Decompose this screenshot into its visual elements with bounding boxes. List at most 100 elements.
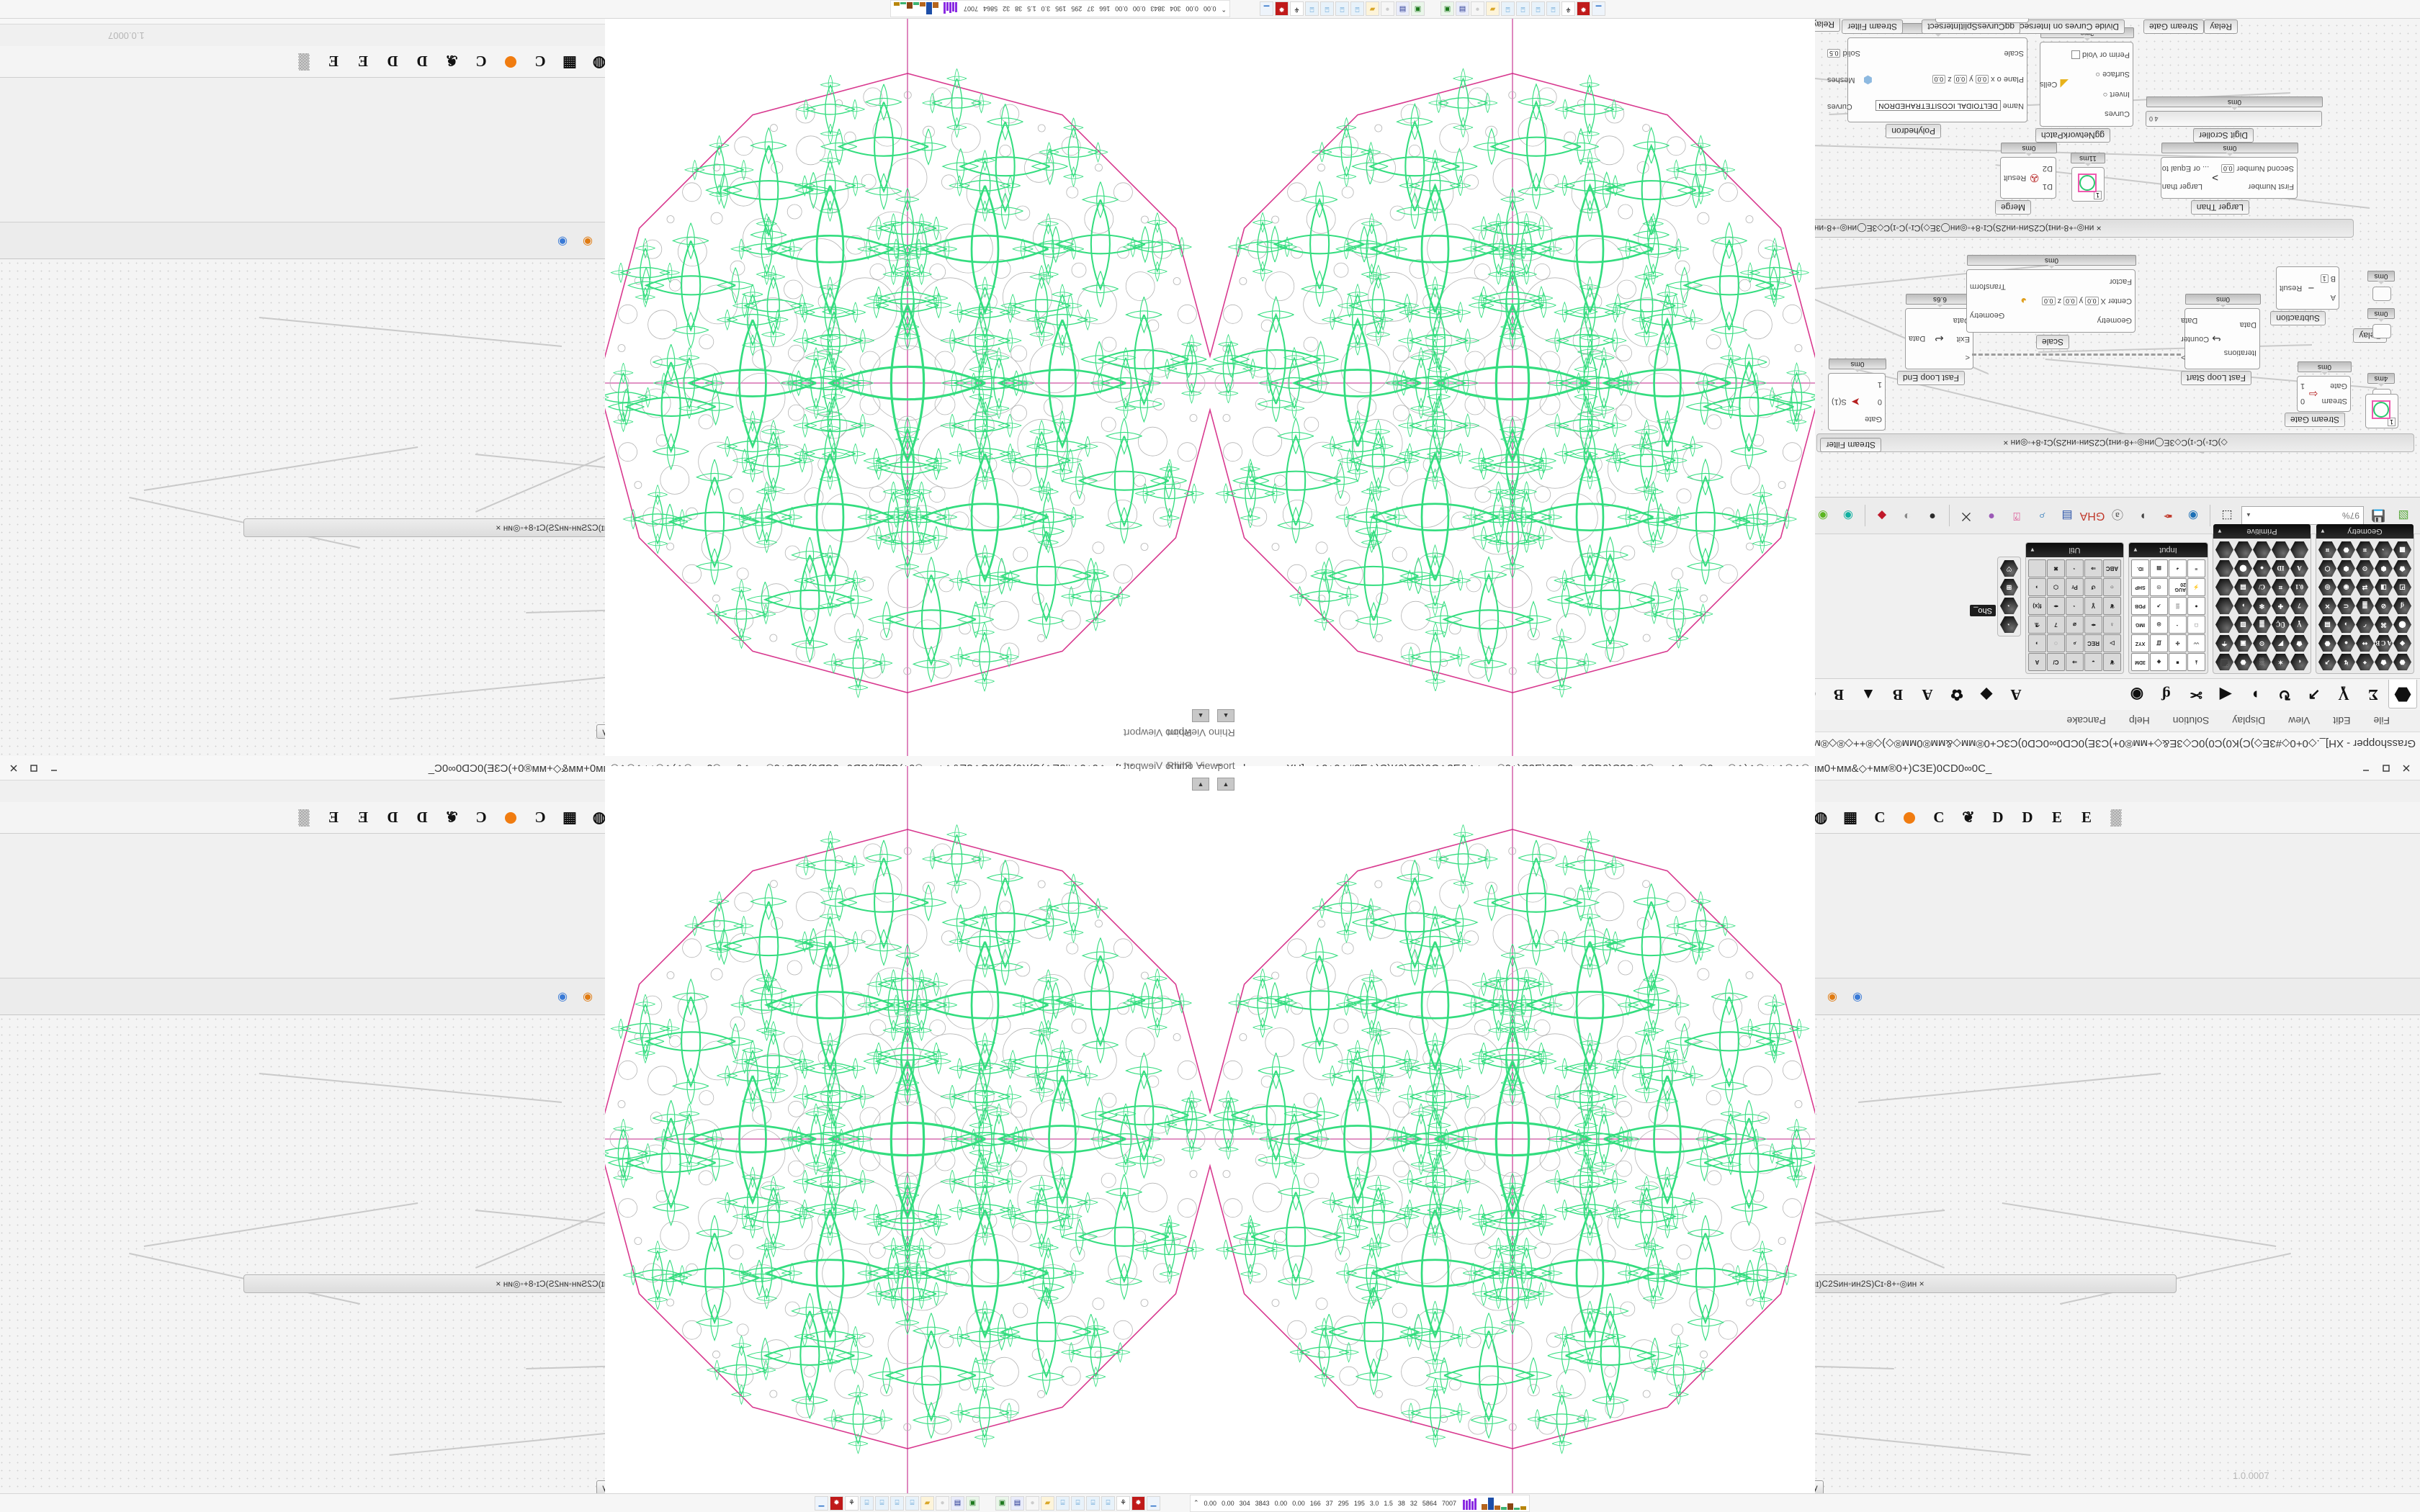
taskbar-bottom[interactable]: ▁ ✹ ⚘ ⌸ ⌸ ⌸ ⌸ ▰ ● ▤ ▣ ▣ ▤ ● ▰ ⌸ ⌸ ⌸ ⌸ ⚘ ✹ ▁ ⌃ 0.00 0.00 304 3843 0.… bbox=[0, 1493, 2420, 1512]
component-icon-3-16[interactable]: Ɣ bbox=[2084, 597, 2102, 615]
panel-geometry[interactable]: ⬣⬟⌖↯↗◆A C B↭●⬣⬤⌘◜◑▤ɠ⊘▓⊂✕◰◨⇄◉◎⬟⬢⊙⬢⬡▩◔⌗⬣⌗G… bbox=[2316, 523, 2414, 674]
component-icon-0-7[interactable]: ↭ bbox=[2356, 634, 2374, 652]
component-icon-3-0[interactable]: ❦ bbox=[2103, 653, 2121, 671]
component-icon-2-9[interactable]: ◔ bbox=[2169, 616, 2187, 634]
ribbon-tab-15[interactable]: E bbox=[358, 53, 369, 70]
ribbon-tab-12[interactable]: ❦ bbox=[1962, 809, 1975, 826]
ribbon-tab-14[interactable]: D bbox=[387, 809, 398, 826]
nickname-fast-loop-start[interactable]: Fast Loop Start bbox=[2180, 371, 2251, 385]
rhino-viewport-top-left[interactable] bbox=[605, 10, 1210, 756]
shade-red-icon[interactable]: ◆ bbox=[1877, 509, 1887, 521]
menu-pancake[interactable]: Pancake bbox=[2066, 715, 2106, 726]
input-param[interactable]: Invert ○ bbox=[2102, 89, 2130, 99]
component-icon-0-20[interactable]: ◰ bbox=[2393, 578, 2411, 596]
ribbon-tab-12[interactable]: ❦ bbox=[445, 809, 458, 826]
taskbar-folder-icon-b[interactable]: ▰ bbox=[1366, 1, 1379, 17]
component-icon-0-11[interactable]: ⌘ bbox=[2375, 616, 2393, 634]
component-icon-1-33[interactable] bbox=[2234, 541, 2252, 559]
ribbon-glyph-5[interactable]: ◗ bbox=[2250, 686, 2260, 703]
component-icon-2-16[interactable]: ⚡ bbox=[2187, 578, 2205, 596]
component-icon-3-7[interactable]: ⌕ bbox=[2066, 634, 2084, 652]
taskbar-icon-group-a[interactable]: ▁ ✹ ⚘ ⌸ ⌸ ⌸ ⌸ ▰ ● ▤ ▣ bbox=[814, 1495, 980, 1511]
component-icon-1-5[interactable]: ⬟ bbox=[2290, 634, 2308, 652]
ribbon-tab-1[interactable]: ◆ bbox=[1980, 686, 1993, 703]
minimize-icon[interactable] bbox=[2357, 761, 2375, 775]
component-icon-3-27[interactable]: ◔ bbox=[2066, 559, 2084, 577]
help-icon[interactable]: ⍰ bbox=[2013, 510, 2020, 522]
component-icon-2-20[interactable]: ≡ bbox=[2187, 559, 2205, 577]
component-icon-2-13[interactable]: ▒ bbox=[2169, 597, 2187, 615]
component-stream-filter[interactable]: Gate 0 1 ➤ S(1) bbox=[1828, 373, 1886, 431]
component-icon-1-8[interactable]: ▣ bbox=[2234, 634, 2252, 652]
ribbon-tab-15[interactable]: E bbox=[358, 809, 369, 826]
taskbar-window-blue-icon[interactable]: ⌸ bbox=[1501, 1, 1515, 17]
component-icon-1-12[interactable]: ▓ bbox=[2253, 616, 2271, 634]
taskbar-window-blue-icon-b[interactable]: ⌸ bbox=[1350, 1, 1364, 17]
nickname-larger-than[interactable]: Larger Than bbox=[2190, 200, 2249, 215]
component-icon-1-29[interactable] bbox=[2215, 559, 2233, 577]
output-param[interactable]: Result bbox=[2004, 174, 2027, 182]
taskbar-figure-icon-b[interactable]: ⚘ bbox=[1116, 1495, 1130, 1511]
gha-icon[interactable]: GHA bbox=[2079, 510, 2105, 522]
component-gg-network-patch[interactable]: Curves Invert ○ Surface ○ Perim or Void ◢Ce… bbox=[2040, 42, 2133, 127]
bake-icon[interactable]: ✒ bbox=[2163, 509, 2173, 521]
component-icon-1-7[interactable]: ⊙ bbox=[2253, 634, 2271, 652]
component-icon-3-21[interactable]: ↺ bbox=[2084, 578, 2102, 596]
menu-display[interactable]: Display bbox=[2232, 715, 2266, 726]
component-icon-1-31[interactable] bbox=[2272, 541, 2290, 559]
input-param[interactable]: First Number bbox=[2248, 182, 2294, 192]
input-param[interactable]: Geometry bbox=[2097, 315, 2132, 325]
component-icon-1-24[interactable] bbox=[2215, 578, 2233, 596]
ribbon-tab-11[interactable]: C bbox=[1933, 809, 1945, 826]
input-param[interactable]: 1 bbox=[1877, 380, 1882, 389]
document-icon[interactable]: ▤ bbox=[2061, 509, 2073, 521]
component-icon-1-22[interactable]: C/ bbox=[2253, 578, 2271, 596]
component-icon-1-0[interactable]: ◐ bbox=[2290, 653, 2308, 671]
taskbar-folder-icon-b[interactable]: ▰ bbox=[1041, 1495, 1054, 1511]
ribbon-tab-13[interactable]: D bbox=[1992, 809, 2004, 826]
input-param[interactable]: D2 bbox=[2042, 164, 2053, 174]
taskbar-icon-group-b[interactable]: ▣ ▤ ● ▰ ⌸ ⌸ ⌸ ⌸ ⚘ ✹ ▁ bbox=[995, 1495, 1161, 1511]
component-icon-3-13[interactable]: 7 bbox=[2047, 616, 2065, 634]
ribbon-tab-12[interactable]: ❦ bbox=[445, 53, 458, 70]
ribbon-tab-7[interactable]: ◍ bbox=[1814, 809, 1828, 826]
input-param[interactable]: D1 bbox=[2042, 182, 2053, 192]
taskbar-phone-icon-b[interactable]: ▁ bbox=[1147, 1495, 1160, 1511]
taskbar-window-blue-icon[interactable]: ⌸ bbox=[860, 1495, 874, 1511]
ribbon-tab-10[interactable] bbox=[496, 48, 525, 76]
output-param[interactable]: 1 bbox=[2300, 382, 2305, 391]
taskbar-floppy-blue-icon[interactable]: ▤ bbox=[1456, 1, 1469, 17]
taskbar-window-blue-icon-b[interactable]: ⌸ bbox=[1335, 1, 1349, 17]
output-param[interactable]: Data bbox=[2181, 315, 2198, 325]
component-icon-1-11[interactable]: ÜÇ bbox=[2272, 616, 2290, 634]
taskbar-folder-icon[interactable]: ▰ bbox=[920, 1495, 934, 1511]
component-icon-3-3[interactable]: C/ bbox=[2047, 653, 2065, 671]
component-icon-3-24[interactable]: ◑ bbox=[2028, 578, 2046, 596]
nickname-polyhedron[interactable]: Polyhedron bbox=[1886, 124, 1941, 138]
taskbar-window-blue-icon-b[interactable]: ⌸ bbox=[1071, 1495, 1085, 1511]
input-param[interactable]: 0 bbox=[1877, 397, 1882, 406]
menu-solution[interactable]: Solution bbox=[2172, 715, 2210, 726]
output-param[interactable]: S(1) bbox=[1832, 397, 1847, 406]
component-icon-1-16[interactable]: ✚ bbox=[2272, 597, 2290, 615]
nickname-stream-filter-2[interactable]: Stream Filter bbox=[1842, 19, 1903, 34]
profiler-icon[interactable]: ◗ bbox=[2139, 510, 2146, 522]
component-icon-1-25[interactable]: A bbox=[2290, 559, 2308, 577]
taskbar-circle-grey-icon-b[interactable]: ● bbox=[1026, 1495, 1039, 1511]
component-icon-3-18[interactable]: ✒ bbox=[2047, 597, 2065, 615]
component-icon-0-2[interactable]: ⌖ bbox=[2356, 653, 2374, 671]
ribbon-tab-16[interactable]: E bbox=[2081, 809, 2092, 826]
taskbar-floppy-blue-icon-b[interactable]: ▤ bbox=[1396, 1, 1410, 17]
menu-view[interactable]: View bbox=[2288, 715, 2311, 726]
component-icon-3-10[interactable]: ♁ bbox=[2103, 616, 2121, 634]
input-param[interactable]: Gate bbox=[2330, 382, 2347, 391]
component-icon-4-3[interactable]: ♡ bbox=[2000, 559, 2018, 577]
rhino-viewport-top-right[interactable] bbox=[1210, 10, 1815, 756]
component-icon-1-9[interactable]: ☂ bbox=[2215, 634, 2233, 652]
chevron-up-icon[interactable]: ▲ bbox=[2246, 512, 2251, 519]
component-icon-3-23[interactable]: ⬡ bbox=[2047, 578, 2065, 596]
